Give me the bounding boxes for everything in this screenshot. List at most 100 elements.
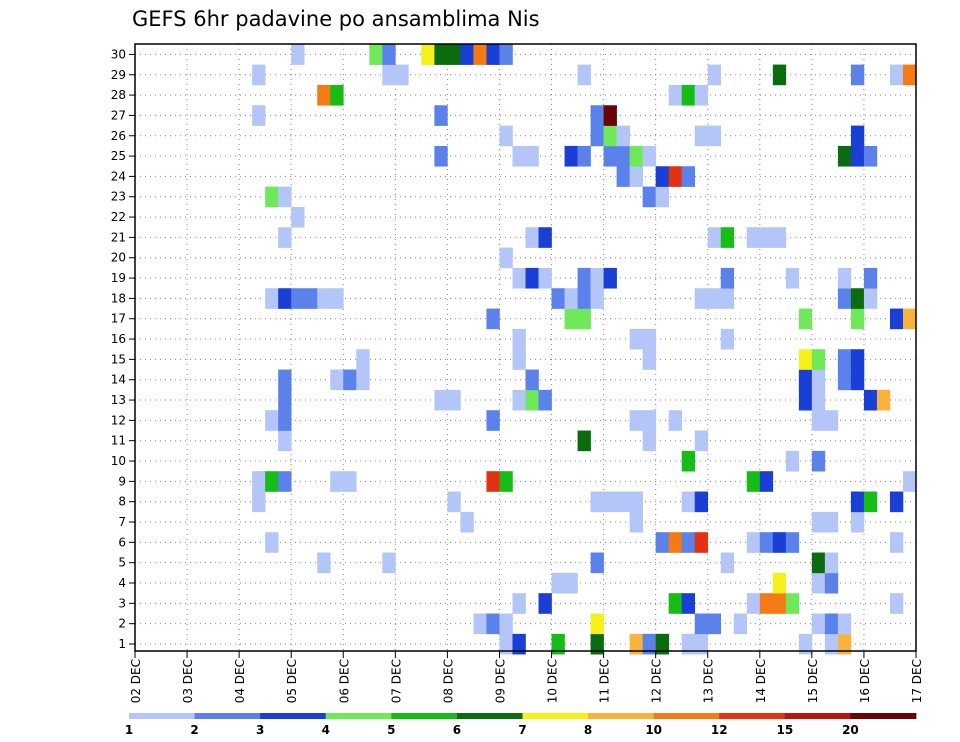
colorbar-swatch-8	[653, 713, 720, 719]
cell-m7-s39	[629, 511, 643, 533]
cell-m18-s36	[590, 288, 604, 309]
cell-m9-s12	[278, 471, 292, 492]
cell-m14-s56	[850, 369, 865, 391]
cells-layer	[252, 44, 917, 655]
cell-m24-s38	[616, 166, 630, 187]
cell-m17-s56	[850, 308, 865, 330]
cell-m7-s53	[811, 511, 826, 533]
y-tick-label-1: 1	[118, 637, 126, 651]
y-tick-label-29: 29	[111, 68, 126, 82]
cell-m29-s35	[577, 64, 591, 86]
cell-m1-s52	[798, 633, 813, 655]
cell-m1-s33	[551, 633, 565, 655]
cell-m9-s16	[330, 471, 344, 492]
colorbar-label-9: 12	[711, 723, 728, 737]
cell-m17-s59	[889, 308, 904, 330]
y-tick-label-8: 8	[118, 495, 126, 509]
cell-m30-s13	[291, 44, 305, 65]
cell-m21-s46	[720, 227, 735, 248]
colorbar-label-2: 3	[256, 723, 264, 737]
cell-m18-s12	[278, 288, 292, 309]
cell-m30-s20	[382, 44, 396, 65]
cell-m25-s31	[525, 145, 539, 167]
colorbar-swatch-7	[588, 713, 655, 719]
cell-m27-s10	[252, 105, 266, 126]
cell-m8-s25	[447, 491, 461, 513]
cell-m3-s48	[746, 593, 761, 614]
cell-m9-s29	[499, 471, 513, 492]
y-tick-label-21: 21	[111, 230, 126, 244]
colorbar-label-1: 2	[190, 723, 198, 737]
cell-m10-s51	[785, 450, 800, 472]
cell-m30-s19	[369, 44, 383, 65]
x-tick-label-6: 08 DEC	[441, 659, 455, 703]
y-tick-label-23: 23	[111, 190, 126, 204]
cell-m12-s11	[265, 410, 279, 431]
colorbar-label-4: 5	[387, 723, 395, 737]
cell-m16-s30	[512, 328, 526, 350]
cell-m4-s53	[811, 572, 826, 594]
cell-m8-s38	[616, 491, 630, 513]
y-tick-label-5: 5	[118, 556, 126, 570]
cell-m29-s10	[252, 64, 266, 86]
cell-m28-s44	[694, 84, 709, 106]
y-tick-label-24: 24	[111, 169, 126, 183]
cell-m2-s28	[486, 613, 500, 635]
cell-m1-s41	[655, 633, 669, 655]
cell-m11-s12	[278, 430, 292, 452]
cell-m11-s44	[694, 430, 709, 452]
cell-m6-s43	[681, 532, 696, 553]
cell-m30-s28	[486, 44, 500, 65]
cell-m1-s29	[499, 633, 513, 655]
cell-m13-s32	[538, 389, 552, 411]
x-tick-label-11: 13 DEC	[702, 659, 716, 703]
cell-m2-s47	[733, 613, 748, 635]
cell-m16-s39	[629, 328, 643, 350]
colorbar-label-5: 6	[453, 723, 461, 737]
y-tick-label-11: 11	[111, 434, 126, 448]
y-tick-label-18: 18	[111, 291, 126, 305]
x-tick-label-8: 10 DEC	[546, 659, 560, 703]
cell-m8-s36	[590, 491, 604, 513]
cell-m26-s56	[850, 125, 865, 147]
cell-m18-s33	[551, 288, 565, 309]
cell-m28-s42	[668, 84, 682, 106]
cell-m22-s13	[291, 206, 305, 228]
x-tick-label-3: 05 DEC	[285, 659, 299, 703]
cell-m4-s50	[772, 572, 787, 594]
cell-m27-s24	[434, 105, 448, 126]
x-tick-label-5: 07 DEC	[389, 659, 403, 703]
colorbar-swatch-3	[325, 713, 392, 719]
cell-m29-s59	[889, 64, 904, 86]
colorbar-label-7: 8	[584, 723, 592, 737]
cell-m5-s53	[811, 552, 826, 574]
cell-m18-s46	[720, 288, 735, 309]
cell-m23-s11	[265, 186, 279, 208]
cell-m26-s36	[590, 125, 604, 147]
cell-m25-s40	[642, 145, 656, 167]
y-tick-label-19: 19	[111, 271, 126, 285]
y-tick-label-10: 10	[111, 454, 126, 468]
cell-m8-s59	[889, 491, 904, 513]
colorbar-label-10: 15	[776, 723, 793, 737]
cell-m1-s39	[629, 633, 643, 655]
y-tick-label-22: 22	[111, 210, 126, 224]
cell-m16-s40	[642, 328, 656, 350]
cell-m26-s44	[694, 125, 709, 147]
cell-m21-s45	[707, 227, 722, 248]
colorbar: 1 2 3 4 5 6 7 8 10 12 15 20	[125, 713, 917, 737]
cell-m21-s12	[278, 227, 292, 248]
cell-m4-s54	[824, 572, 839, 594]
cell-m1-s55	[837, 633, 852, 655]
y-tick-label-4: 4	[118, 576, 126, 590]
cell-m5-s20	[382, 552, 396, 574]
cell-m15-s30	[512, 349, 526, 370]
cell-m8-s39	[629, 491, 643, 513]
cell-m1-s40	[642, 633, 656, 655]
cell-m9-s10	[252, 471, 266, 492]
cell-m25-s30	[512, 145, 526, 167]
cell-m5-s36	[590, 552, 604, 574]
cell-m25-s56	[850, 145, 865, 167]
cell-m26-s29	[499, 125, 513, 147]
